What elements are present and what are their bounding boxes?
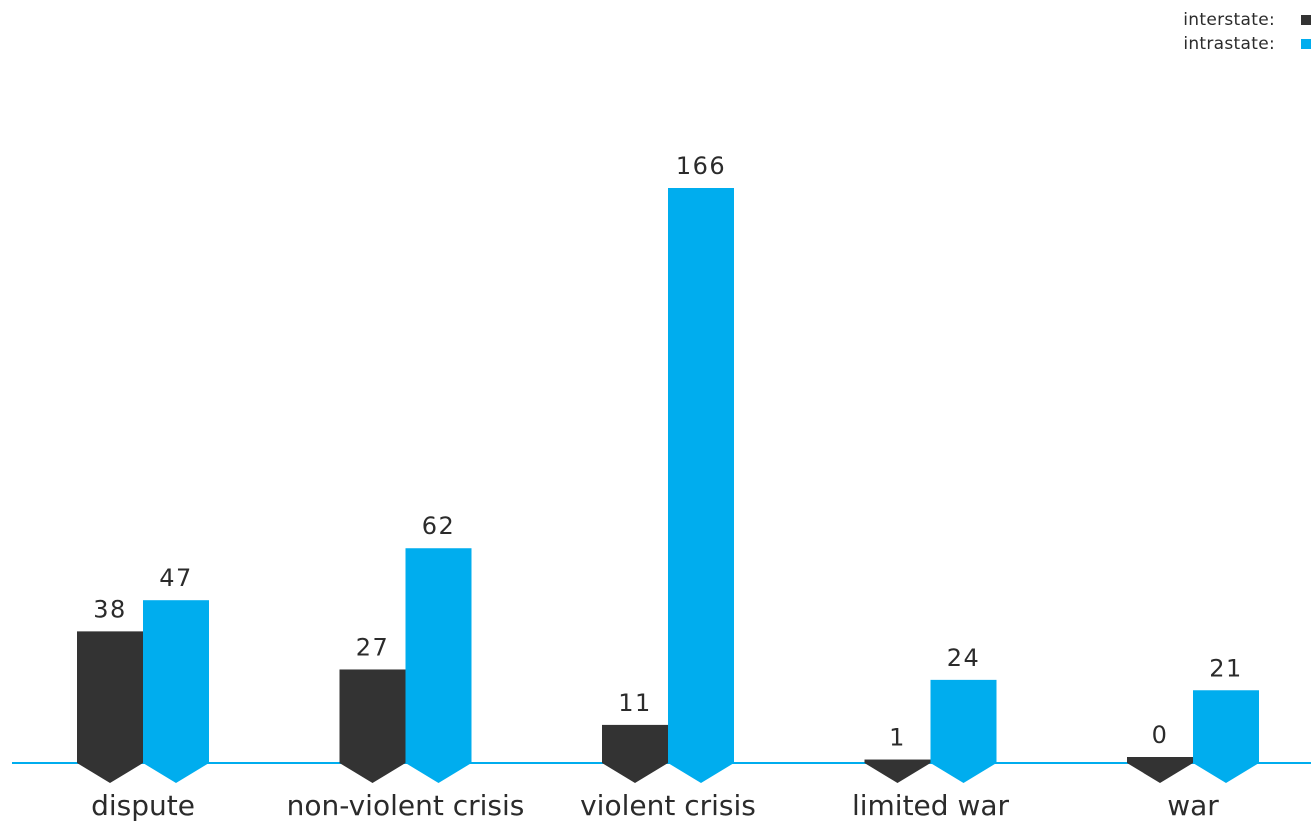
value-label-interstate-4: 0: [1152, 721, 1169, 749]
bar-arrow-interstate-3: [864, 763, 931, 783]
category-label-2: violent crisis: [580, 789, 756, 822]
bar-intrastate-3: [930, 679, 997, 763]
value-label-intrastate-1: 62: [422, 512, 456, 540]
bar-intrastate-4: [1193, 690, 1259, 763]
bar-interstate-2: [602, 724, 668, 763]
bar-arrow-interstate-0: [77, 763, 143, 783]
value-label-intrastate-0: 47: [159, 564, 193, 592]
bar-arrow-interstate-1: [339, 763, 406, 783]
bar-arrow-intrastate-0: [143, 763, 209, 783]
value-label-interstate-0: 38: [93, 595, 127, 623]
bar-arrow-intrastate-4: [1193, 763, 1259, 783]
bar-interstate-1: [339, 669, 406, 763]
bar-intrastate-1: [405, 548, 472, 763]
bar-arrow-intrastate-2: [668, 763, 734, 783]
bar-arrow-interstate-4: [1127, 763, 1193, 783]
bar-arrow-intrastate-3: [930, 763, 997, 783]
bar-arrow-intrastate-1: [405, 763, 472, 783]
bar-interstate-4: [1127, 757, 1193, 763]
legend-label-intrastate: intrastate:: [1183, 34, 1275, 54]
value-label-interstate-1: 27: [356, 633, 390, 661]
value-label-interstate-2: 11: [618, 689, 652, 717]
legend-label-interstate: interstate:: [1183, 10, 1275, 30]
bar-interstate-3: [864, 759, 931, 763]
bar-intrastate-0: [143, 600, 209, 763]
chart-legend: interstate: intrastate:: [1111, 8, 1311, 56]
legend-item-intrastate: intrastate:: [1111, 32, 1311, 56]
category-label-3: limited war: [852, 789, 1010, 822]
bar-interstate-0: [77, 631, 143, 763]
bar-arrow-interstate-2: [602, 763, 668, 783]
legend-swatch-interstate: [1301, 15, 1311, 25]
legend-swatch-intrastate: [1301, 39, 1311, 49]
category-label-4: war: [1167, 789, 1219, 822]
value-label-interstate-3: 1: [889, 724, 906, 752]
value-label-intrastate-3: 24: [947, 644, 981, 672]
value-label-intrastate-4: 21: [1209, 654, 1243, 682]
legend-item-interstate: interstate:: [1111, 8, 1311, 32]
bar-intrastate-2: [668, 188, 734, 763]
category-label-0: dispute: [91, 789, 195, 822]
value-label-intrastate-2: 166: [676, 152, 726, 180]
category-label-1: non-violent crisis: [287, 789, 525, 822]
